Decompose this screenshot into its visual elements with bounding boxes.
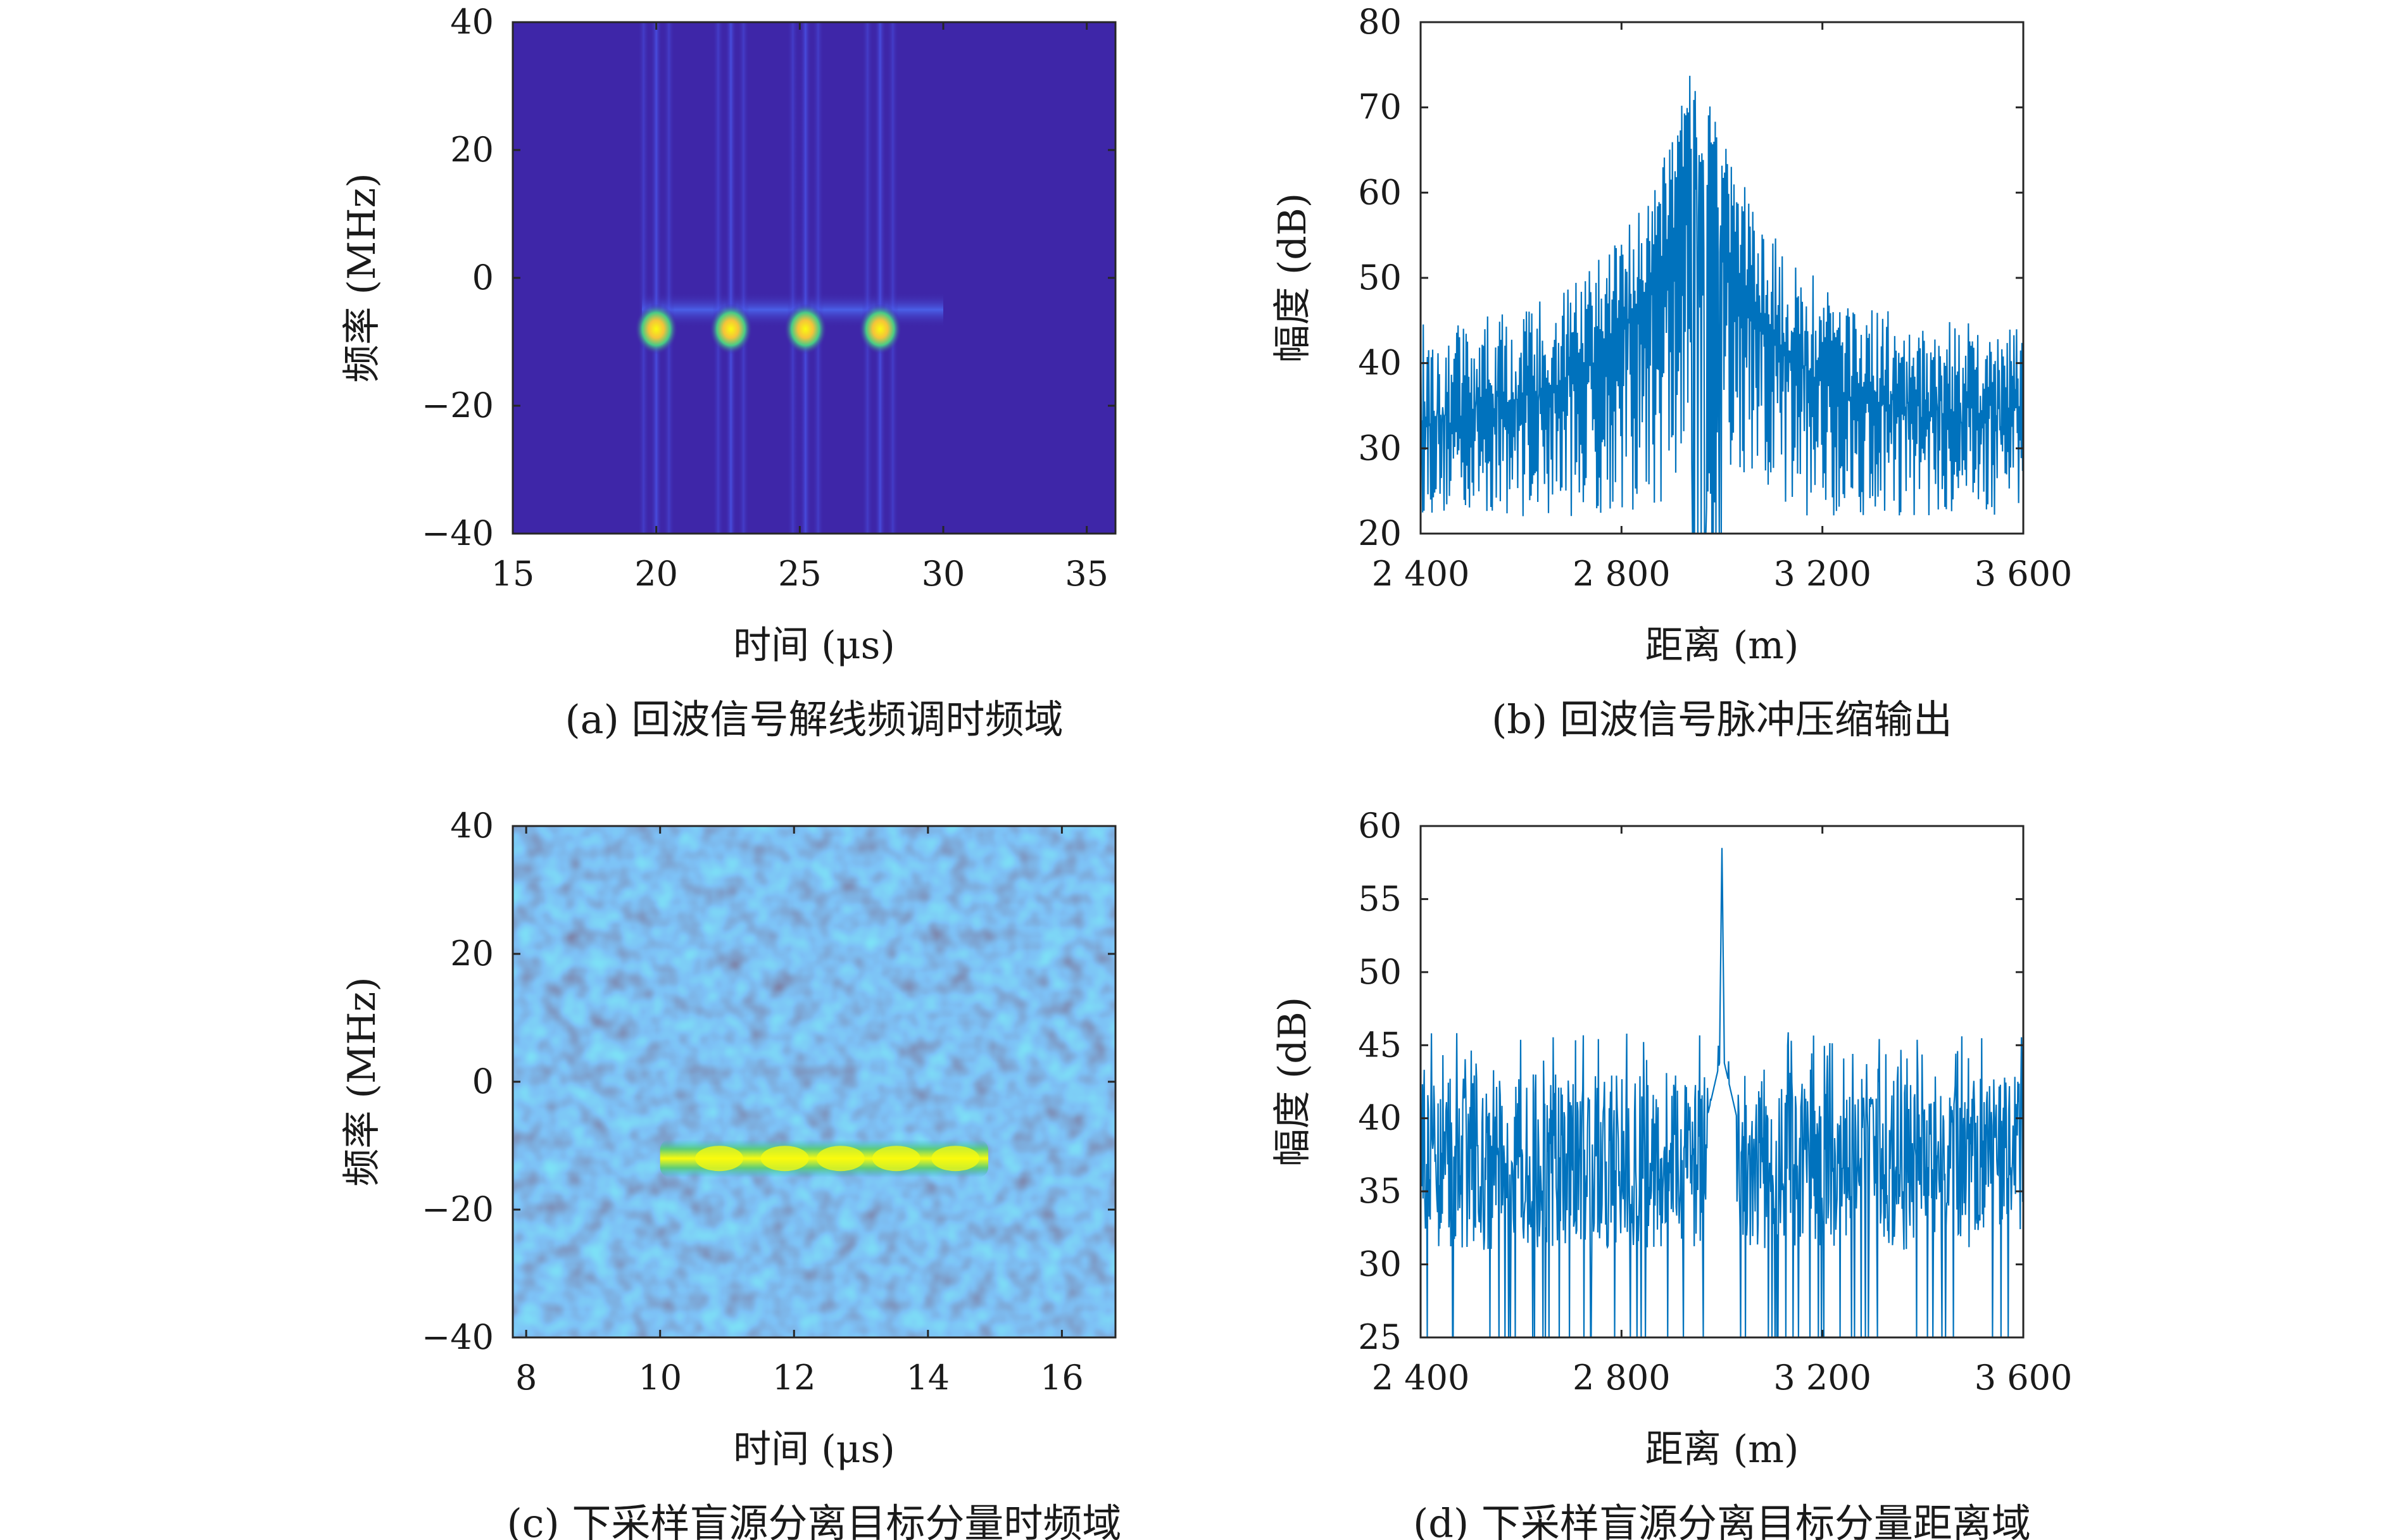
plot-frame-d (1419, 825, 2025, 1339)
xtick-label-a-2: 25 (778, 554, 822, 594)
ytick-label-b-0: 20 (1358, 513, 1402, 553)
xtick-label-d-3: 3 600 (1975, 1358, 2073, 1398)
xlabel-c: 时间 (μs) (733, 1427, 895, 1472)
xtick-label-a-0: 15 (491, 554, 535, 594)
ytick-label-c-0: 40 (450, 806, 494, 846)
panel-c: 8 10 12 14 16 40 20 0 −20 −40 时间 (μs) 频率 (MHz) (c… (340, 806, 1121, 1540)
ytick-label-a-1: 20 (450, 130, 494, 170)
xtick-label-b-0: 2 400 (1372, 554, 1470, 594)
xtick-label-d-1: 2 800 (1573, 1358, 1671, 1398)
ytick-label-d-3: 40 (1358, 1098, 1402, 1138)
xlabel-d: 距离 (m) (1645, 1427, 1799, 1472)
ytick-label-a-3: −20 (422, 385, 494, 425)
heatmap-a (513, 22, 1115, 534)
heatmap-a-streak-1-0 (712, 22, 724, 534)
heatmap-a-streak-3-2 (887, 22, 899, 534)
ytick-label-b-4: 60 (1358, 172, 1402, 212)
caption-a: (a) 回波信号解线频调时频域 (565, 696, 1063, 742)
heatmap-c-hotspot-4 (931, 1146, 980, 1172)
ytick-label-b-3: 50 (1358, 258, 1402, 297)
ytick-label-c-1: 20 (450, 934, 494, 973)
xtick-label-b-3: 3 600 (1975, 554, 2073, 594)
xtick-label-b-2: 3 200 (1773, 554, 1871, 594)
panel-d: 2 400 2 800 3 200 3 600 25 30 35 40 45 50 55 60 距离 … (1271, 806, 2072, 1540)
xtick-label-c-3: 14 (906, 1358, 950, 1398)
xtick-label-a-4: 35 (1065, 554, 1109, 594)
heatmap-a-streak-2-1 (800, 22, 812, 534)
xtick-label-c-4: 16 (1040, 1358, 1084, 1398)
ytick-label-b-6: 80 (1358, 2, 1402, 42)
heatmap-c-speckle (513, 826, 1115, 1337)
series-line-b (1421, 75, 2023, 534)
heatmap-a-peak-1 (709, 303, 753, 354)
ytick-label-d-1: 30 (1358, 1244, 1402, 1284)
ytick-label-a-0: 40 (450, 2, 494, 42)
xtick-label-b-1: 2 800 (1573, 554, 1671, 594)
ytick-label-d-7: 60 (1358, 806, 1402, 846)
heatmap-a-streak-3-1 (874, 22, 886, 534)
caption-c: (c) 下采样盲源分离目标分量时频域 (507, 1500, 1122, 1540)
heatmap-a-streak-2-0 (787, 22, 799, 534)
ytick-label-d-5: 50 (1358, 952, 1402, 992)
xtick-label-c-0: 8 (515, 1358, 537, 1398)
heatmap-a-streak-1-1 (725, 22, 737, 534)
series-line-d (1421, 848, 2023, 1337)
ylabel-b: 幅度 (dB) (1271, 193, 1315, 363)
xtick-label-a-1: 20 (634, 554, 678, 594)
ytick-label-b-1: 30 (1358, 428, 1402, 468)
heatmap-c-hotspot-2 (816, 1146, 865, 1172)
heatmap-a-streak-0-2 (663, 22, 675, 534)
heatmap-c-hotspot-0 (695, 1146, 744, 1172)
heatmap-a-streak-1-2 (738, 22, 750, 534)
ylabel-d: 幅度 (dB) (1271, 997, 1315, 1167)
ylabel-c: 频率 (MHz) (340, 977, 384, 1186)
ytick-label-d-2: 35 (1358, 1171, 1402, 1211)
xtick-label-c-1: 10 (638, 1358, 682, 1398)
xtick-label-c-2: 12 (772, 1358, 816, 1398)
heatmap-c-hotspot-3 (872, 1146, 920, 1172)
heatmap-a-peak-2 (784, 303, 827, 354)
ytick-label-c-4: −40 (422, 1317, 494, 1357)
heatmap-a-streak-3-0 (862, 22, 874, 534)
ytick-label-d-4: 45 (1358, 1025, 1402, 1065)
ytick-label-b-5: 70 (1358, 87, 1402, 127)
xtick-label-a-3: 30 (922, 554, 965, 594)
ytick-label-d-6: 55 (1358, 879, 1402, 918)
heatmap-a-peak-0 (634, 303, 678, 354)
ytick-label-d-0: 25 (1358, 1317, 1402, 1357)
caption-b: (b) 回波信号脉冲压缩输出 (1492, 696, 1952, 742)
ytick-label-c-2: 0 (472, 1061, 494, 1101)
panel-b: 2 400 2 800 3 200 3 600 20 30 40 50 60 70 80 距离 (m… (1271, 2, 2072, 742)
heatmap-c (513, 826, 1115, 1337)
ytick-label-b-2: 40 (1358, 343, 1402, 383)
ytick-label-a-4: −40 (422, 513, 494, 553)
heatmap-a-streak-2-2 (812, 22, 824, 534)
heatmap-c-hotspot-1 (760, 1146, 809, 1172)
caption-d: (d) 下采样盲源分离目标分量距离域 (1413, 1500, 2031, 1540)
heatmap-a-streak-0-1 (650, 22, 662, 534)
ytick-label-a-2: 0 (472, 258, 494, 297)
xtick-label-d-2: 3 200 (1773, 1358, 1871, 1398)
xlabel-b: 距离 (m) (1645, 623, 1799, 668)
heatmap-a-streak-0-0 (638, 22, 650, 534)
heatmap-a-peak-3 (858, 303, 902, 354)
xlabel-a: 时间 (μs) (733, 623, 895, 668)
ylabel-a: 频率 (MHz) (340, 173, 384, 382)
panel-a: 15 20 25 30 35 40 20 0 −20 −40 时间 (μs) 频率 (MHz) (… (340, 2, 1117, 742)
ytick-label-c-3: −20 (422, 1189, 494, 1229)
xtick-label-d-0: 2 400 (1372, 1358, 1470, 1398)
